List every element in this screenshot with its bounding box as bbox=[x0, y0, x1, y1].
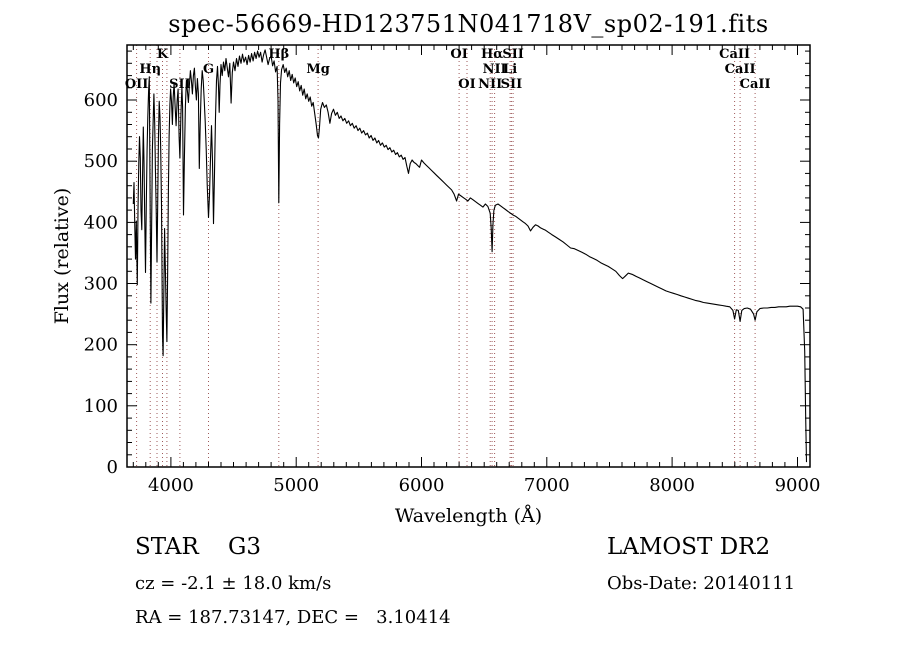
survey-name: LAMOST DR2 bbox=[607, 534, 771, 560]
x-tick-label: 6000 bbox=[399, 475, 445, 496]
plot-title: spec-56669-HD123751N041718V_sp02-191.fit… bbox=[168, 10, 769, 38]
spectral-line-label: Mg bbox=[306, 62, 329, 77]
spectral-line-label: Hη bbox=[139, 62, 161, 77]
spectral-line-label: K bbox=[157, 47, 169, 62]
spectral-line-label: CaII bbox=[719, 47, 750, 62]
y-tick-label: 300 bbox=[84, 274, 118, 295]
ra-dec-value: RA = 187.73147, DEC = 3.10414 bbox=[135, 607, 451, 628]
spectral-line-label: SII bbox=[501, 77, 523, 92]
axis-ticks bbox=[127, 45, 811, 468]
spectrum-line bbox=[132, 49, 808, 463]
object-class-label: STAR G3 bbox=[135, 534, 262, 560]
x-tick-label: 8000 bbox=[649, 475, 695, 496]
spectral-line-label: CaII bbox=[740, 77, 771, 92]
axis-tick-labels: 4000 5000 6000 7000 8000 9000 0 100 200 300 400 500… bbox=[84, 90, 821, 496]
x-tick-label: 4000 bbox=[148, 475, 194, 496]
spectral-line-label: Li bbox=[503, 62, 517, 77]
x-tick-label: 9000 bbox=[775, 475, 821, 496]
spectral-line-label: Hβ bbox=[268, 47, 289, 62]
spectral-line-label: NII bbox=[483, 62, 507, 77]
spectral-line-label: OI bbox=[450, 47, 467, 62]
y-tick-label: 400 bbox=[84, 212, 118, 233]
y-tick-label: 0 bbox=[107, 457, 118, 478]
spectral-line-label: SII bbox=[169, 77, 191, 92]
x-tick-label: 7000 bbox=[524, 475, 570, 496]
spectral-line-label: G bbox=[203, 62, 214, 77]
spectral-line-label: OI bbox=[458, 77, 475, 92]
cz-value: cz = -2.1 ± 18.0 km/s bbox=[135, 573, 332, 594]
spectral-line-label: SII bbox=[502, 47, 524, 62]
spectral-line-label: NII bbox=[478, 77, 502, 92]
spectral-line-markers bbox=[136, 45, 756, 467]
x-axis-label: Wavelength (Å) bbox=[394, 505, 543, 527]
spectral-line-label: CaII bbox=[725, 62, 756, 77]
spectral-line-label: OII bbox=[125, 77, 149, 92]
footer-right: LAMOST DR2 Obs-Date: 20140111 bbox=[607, 534, 795, 594]
y-tick-label: 200 bbox=[84, 335, 118, 356]
obs-date: Obs-Date: 20140111 bbox=[607, 573, 796, 594]
footer-left: STAR G3 cz = -2.1 ± 18.0 km/s RA = 187.7… bbox=[135, 534, 451, 628]
y-tick-label: 100 bbox=[84, 396, 118, 417]
spectral-line-label: Hα bbox=[481, 47, 503, 62]
y-tick-label: 500 bbox=[84, 151, 118, 172]
plot-frame bbox=[126, 44, 811, 468]
x-tick-label: 5000 bbox=[273, 475, 319, 496]
y-tick-label: 600 bbox=[84, 90, 118, 111]
